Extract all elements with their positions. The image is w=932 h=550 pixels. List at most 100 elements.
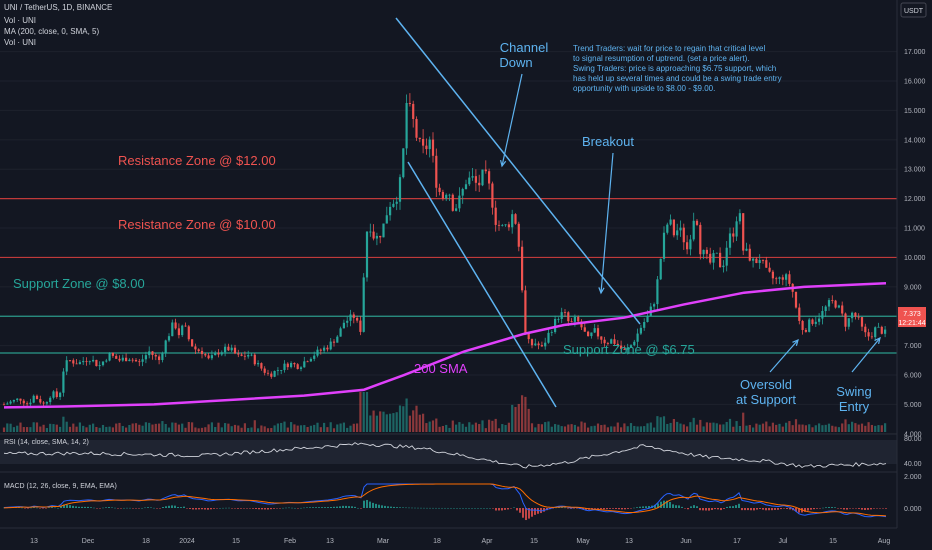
candle-body bbox=[395, 201, 398, 204]
macd-hist-bar bbox=[486, 507, 488, 509]
macd-hist-bar bbox=[93, 507, 95, 509]
volume-bar bbox=[224, 423, 227, 432]
macd-hist-bar bbox=[783, 508, 785, 509]
candle-body bbox=[587, 331, 590, 337]
candle-body bbox=[362, 277, 365, 332]
macd-hist-bar bbox=[477, 507, 479, 509]
macd-hist-bar bbox=[606, 508, 608, 510]
candle-body bbox=[62, 371, 65, 393]
macd-hist-bar bbox=[447, 507, 449, 509]
volume-bar bbox=[682, 424, 685, 432]
price-tick: 5.000 bbox=[904, 402, 922, 409]
arrow-channel-down-head bbox=[500, 160, 507, 168]
volume-bar bbox=[98, 427, 101, 432]
volume-bar bbox=[441, 425, 444, 432]
volume-bar bbox=[778, 423, 781, 432]
rsi-tick-80: 80.00 bbox=[904, 436, 922, 443]
candle-body bbox=[864, 326, 867, 333]
volume-bar bbox=[666, 423, 669, 432]
volume-bar bbox=[415, 405, 418, 432]
macd-hist-bar bbox=[696, 506, 698, 508]
macd-hist-bar bbox=[84, 506, 86, 508]
indicator-volume-2[interactable]: Vol · UNI bbox=[4, 38, 37, 47]
arrow-swing-entry bbox=[851, 337, 881, 373]
candle-body bbox=[847, 318, 850, 327]
candle-body bbox=[336, 336, 339, 343]
macd-hist-bar bbox=[168, 505, 170, 508]
candle-body bbox=[339, 328, 342, 337]
candle-body bbox=[144, 355, 147, 360]
volume-bar bbox=[174, 422, 177, 432]
volume-bar bbox=[471, 424, 474, 432]
volume-bar bbox=[214, 427, 217, 432]
volume-bar bbox=[610, 426, 613, 432]
channel-lines bbox=[395, 17, 641, 408]
macd-hist-bar bbox=[594, 508, 596, 509]
macd-hist-bar bbox=[369, 501, 371, 508]
volume-bar bbox=[818, 423, 821, 432]
volume-bar bbox=[118, 422, 121, 432]
volume-bar bbox=[461, 423, 464, 432]
candle-body bbox=[230, 347, 233, 351]
time-tick: 13 bbox=[30, 538, 38, 545]
macd-hist-bar bbox=[624, 508, 626, 510]
volume-bar bbox=[402, 406, 405, 432]
macd-hist-bar bbox=[111, 507, 113, 508]
volume-bar bbox=[497, 428, 501, 432]
candle-body bbox=[804, 329, 807, 332]
candle-body bbox=[214, 352, 217, 356]
macd-hist-bar bbox=[759, 508, 761, 509]
macd-hist-bar bbox=[159, 508, 161, 509]
volume-bar bbox=[306, 426, 309, 432]
volume-bar bbox=[580, 421, 583, 432]
price-levels bbox=[0, 198, 897, 354]
macd-hist-bar bbox=[243, 508, 245, 509]
macd-hist-bar bbox=[216, 508, 218, 509]
oversold-label-2: at Support bbox=[736, 392, 796, 407]
candle-body bbox=[422, 139, 425, 146]
volume-bar bbox=[339, 423, 342, 432]
macd-hist-bar bbox=[333, 506, 335, 508]
candle-body bbox=[19, 398, 22, 401]
candle-body bbox=[55, 391, 58, 398]
macd-hist-bar bbox=[678, 505, 680, 508]
support-675-label: Support Zone @ $6.75 bbox=[563, 342, 695, 357]
symbol-title[interactable]: UNI / TetherUS, 1D, BINANCE bbox=[4, 3, 113, 12]
volume-bar bbox=[177, 424, 180, 432]
candle-body bbox=[788, 274, 791, 284]
macd-hist-bar bbox=[441, 507, 443, 509]
volume-bar bbox=[544, 422, 547, 432]
volume-bar bbox=[448, 427, 451, 432]
candle-body bbox=[656, 279, 659, 305]
volume-bar bbox=[874, 425, 877, 432]
volume-bar bbox=[864, 425, 867, 432]
indicator-ma[interactable]: MA (200, close, 0, SMA, 5) bbox=[4, 27, 100, 36]
macd-hist-bar bbox=[741, 508, 743, 511]
macd-hist-bar bbox=[849, 508, 851, 509]
macd-hist-bar bbox=[633, 507, 635, 509]
volume-bar bbox=[154, 423, 157, 432]
candle-body bbox=[544, 342, 547, 347]
candle-body bbox=[346, 320, 349, 323]
macd-hist-bar bbox=[621, 508, 623, 510]
bar-countdown: 12:21:44 bbox=[898, 320, 925, 327]
time-tick: 13 bbox=[625, 538, 633, 545]
indicator-volume[interactable]: Vol · UNI bbox=[4, 16, 37, 25]
macd-hist-bar bbox=[717, 508, 719, 510]
candle-body bbox=[771, 271, 774, 279]
candle-body bbox=[158, 356, 161, 361]
channel-down-label-1: Channel bbox=[500, 40, 549, 55]
macd-hist-bar bbox=[126, 507, 128, 509]
candle-body bbox=[365, 231, 369, 278]
currency-button[interactable] bbox=[900, 2, 927, 18]
volume-bar bbox=[643, 426, 646, 432]
volume-bar bbox=[375, 415, 378, 432]
volume-bar bbox=[669, 422, 672, 432]
macd-hist-bar bbox=[735, 505, 737, 508]
macd-hist-bar bbox=[525, 508, 527, 521]
volume-bar bbox=[158, 423, 161, 432]
macd-hist-bar bbox=[177, 507, 179, 508]
volume-bar bbox=[742, 412, 745, 432]
macd-hist-bar bbox=[117, 508, 119, 509]
rsi-line bbox=[3, 442, 887, 469]
